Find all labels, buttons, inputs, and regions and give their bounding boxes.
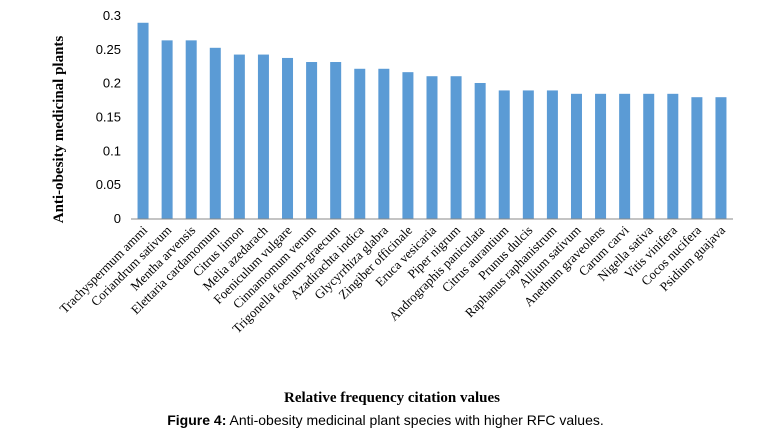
bar [378,68,390,219]
bar [161,40,173,219]
bar-chart: 0 0.05 0.1 0.15 0.2 0.25 0.3 Trachyspermum amm… [51,8,733,406]
bar [691,97,703,219]
y-tick-label: 0.15 [96,110,121,125]
bar [546,90,558,219]
bar [282,57,294,219]
y-tick-label: 0.1 [103,143,121,158]
bar [185,40,197,219]
y-axis-title: Anti-obesity medicinal plants [51,36,67,224]
bar [209,47,221,220]
bar [137,22,149,220]
caption-text: Anti-obesity medicinal plant species wit… [226,412,604,428]
bar [474,82,486,220]
bar [450,76,462,220]
bar [595,93,607,219]
bar [667,93,679,219]
bar [643,93,655,219]
figure-caption: Figure 4: Anti-obesity medicinal plant s… [0,412,771,428]
bar [426,76,438,220]
y-tick-label: 0.05 [96,177,121,192]
y-tick-label: 0.25 [96,42,121,57]
bar [522,90,534,219]
bar [619,93,631,219]
bar [233,54,245,219]
x-axis-title: Relative frequency citation values [284,390,500,406]
caption-label: Figure 4: [167,412,227,428]
bar [330,62,342,219]
y-tick-label: 0.3 [103,8,121,23]
bar [257,54,269,219]
bars [137,22,727,220]
bar [306,62,318,219]
y-tick-label: 0.2 [103,76,121,91]
bar [354,68,366,219]
bar [570,93,582,219]
bar [402,72,414,219]
bar [498,90,510,219]
y-tick-label: 0 [114,211,121,226]
bar [715,97,727,219]
y-axis-ticks: 0 0.05 0.1 0.15 0.2 0.25 0.3 [96,8,121,226]
